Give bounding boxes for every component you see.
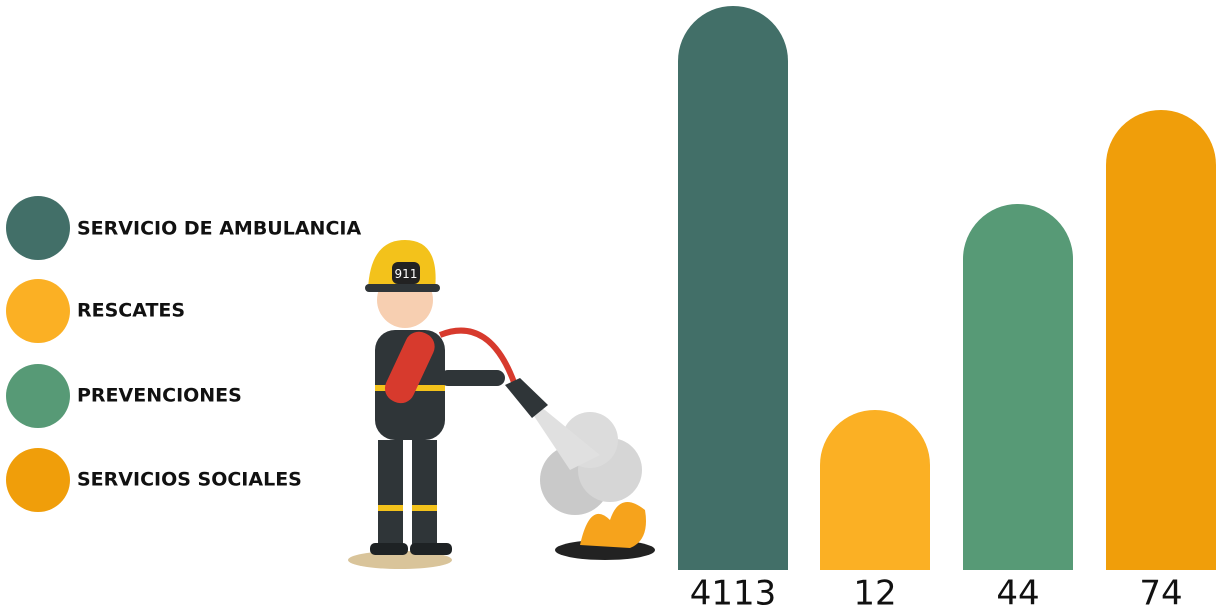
- bar: [820, 410, 930, 570]
- illustration: 911: [348, 240, 655, 569]
- value-label: 12: [853, 574, 896, 612]
- legend-swatch: [6, 279, 70, 343]
- legend-swatch: [6, 196, 70, 260]
- value-label: 44: [996, 574, 1039, 612]
- legend-label: SERVICIOS SOCIALES: [77, 469, 302, 491]
- value-label: 4113: [690, 574, 777, 612]
- value-label: 74: [1139, 574, 1182, 612]
- legend-label: SERVICIO DE AMBULANCIA: [77, 218, 361, 240]
- bar: [1106, 110, 1216, 570]
- svg-text:911: 911: [395, 267, 418, 281]
- legend-swatch: [6, 364, 70, 428]
- bars: 4113 12 44 74: [678, 6, 1216, 612]
- legend-swatch: [6, 448, 70, 512]
- legend: SERVICIO DE AMBULANCIA RESCATES PREVENCI…: [6, 196, 361, 512]
- legend-label: PREVENCIONES: [77, 385, 242, 407]
- bar: [963, 204, 1073, 570]
- legend-label: RESCATES: [77, 300, 185, 322]
- bar: [678, 6, 788, 570]
